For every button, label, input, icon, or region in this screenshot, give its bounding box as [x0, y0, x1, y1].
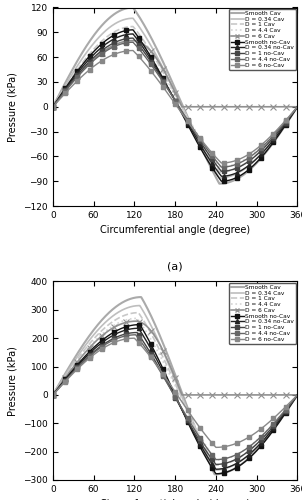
- Legend: Smooth Cav, D = 0.34 Cav, D = 1 Cav, D = 4.4 Cav, D = 6 Cav, Smooth no-Cav, D = : Smooth Cav, D = 0.34 Cav, D = 1 Cav, D =…: [229, 282, 296, 344]
- Legend: Smooth Cav, D = 0.34 Cav, D = 1 Cav, D = 4.4 Cav, D = 6 Cav, Smooth no-Cav, D = : Smooth Cav, D = 0.34 Cav, D = 1 Cav, D =…: [229, 8, 296, 70]
- Text: (a): (a): [167, 262, 183, 272]
- X-axis label: Circumferential angle (degree): Circumferential angle (degree): [100, 226, 250, 235]
- Y-axis label: Pressure (kPa): Pressure (kPa): [8, 346, 18, 416]
- Y-axis label: Pressure (kPa): Pressure (kPa): [8, 72, 18, 142]
